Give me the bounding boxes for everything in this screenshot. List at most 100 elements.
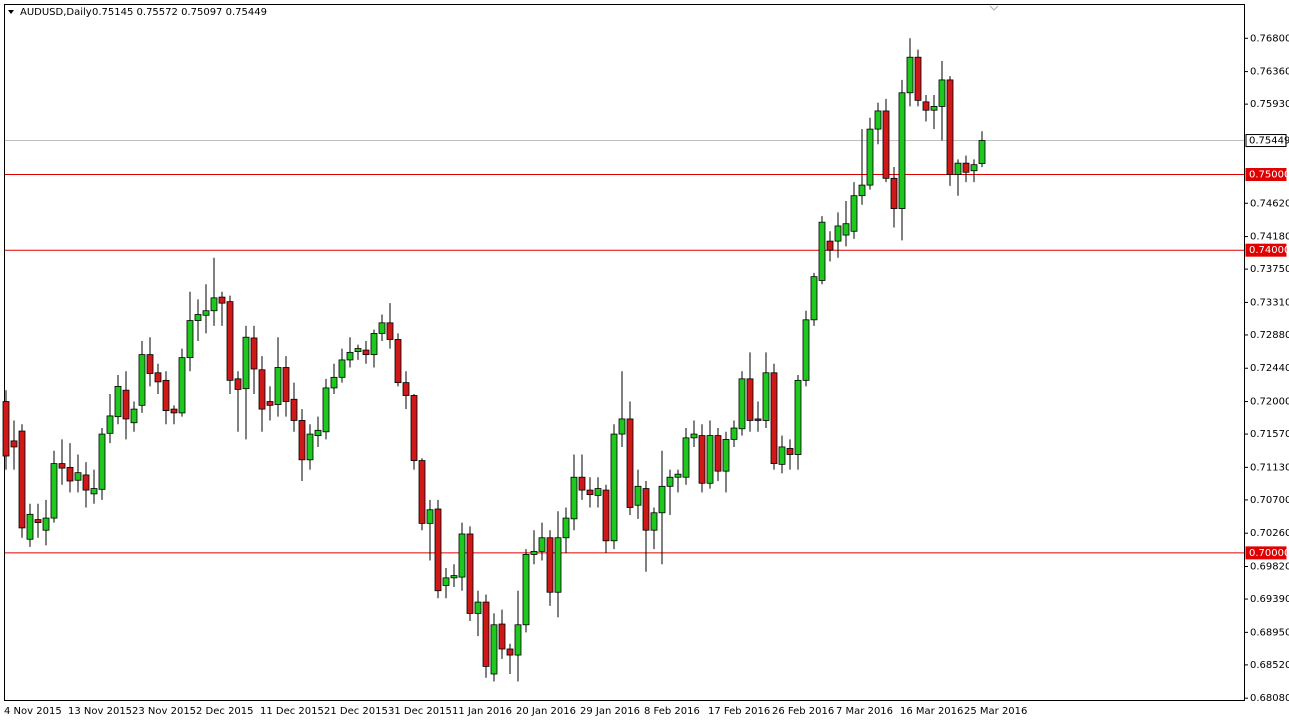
candle-body	[394, 339, 402, 384]
candle-body	[122, 389, 130, 420]
x-tick-label: 21 Dec 2015	[324, 706, 388, 717]
candle-body	[506, 648, 514, 656]
candle-body	[50, 463, 58, 519]
level-line-label-box	[1245, 243, 1287, 257]
y-tick-label: 0.68080	[1250, 693, 1289, 704]
y-tick-label: 0.70700	[1250, 495, 1289, 506]
candle-body	[346, 351, 354, 361]
y-tick-label: 0.74620	[1250, 198, 1289, 209]
candle-body	[842, 223, 850, 236]
candle-body	[554, 537, 562, 593]
candle-body	[146, 354, 154, 374]
candle-body	[282, 367, 290, 402]
candle-body	[538, 537, 546, 552]
candle-body	[98, 433, 106, 490]
candle-body	[10, 440, 18, 448]
candle-body	[74, 472, 82, 481]
y-tick-label: 0.72440	[1250, 363, 1289, 374]
candle-body	[802, 319, 810, 381]
candle-body	[826, 240, 834, 251]
candle-body	[890, 177, 898, 209]
candle-body	[666, 476, 674, 487]
candle-body	[794, 379, 802, 455]
candle-body	[442, 577, 450, 586]
candle-body	[618, 418, 626, 435]
candle-body	[130, 408, 138, 424]
candle-body	[674, 473, 682, 478]
x-tick-label: 29 Jan 2016	[580, 706, 640, 717]
candle-body	[562, 517, 570, 539]
candle-body	[898, 92, 906, 209]
candle-body	[258, 369, 266, 410]
candle-body	[338, 359, 346, 378]
candle-body	[426, 509, 434, 524]
candle-body	[138, 354, 146, 406]
candle-body	[610, 433, 618, 542]
plot-frame	[4, 4, 1245, 701]
x-tick-label: 7 Mar 2016	[836, 706, 893, 717]
level-line-label: 0.70000	[1249, 548, 1289, 559]
candle-body	[106, 415, 114, 434]
candle-body	[82, 474, 90, 491]
candle-body	[410, 395, 418, 461]
candle-body	[90, 488, 98, 495]
candle-body	[418, 460, 426, 524]
candle-body	[698, 435, 706, 484]
candle-body	[770, 372, 778, 464]
candle-body	[642, 488, 650, 531]
y-tick-label: 0.70260	[1250, 528, 1289, 539]
candle-body	[570, 476, 578, 520]
candle-body	[938, 79, 946, 107]
candle-body	[386, 322, 394, 340]
x-tick-label: 26 Feb 2016	[772, 706, 834, 717]
y-tick-label: 0.72000	[1250, 397, 1289, 408]
candle-body	[370, 333, 378, 356]
candle-body	[818, 221, 826, 281]
y-tick-label: 0.73310	[1250, 297, 1289, 308]
candle-body	[922, 101, 930, 111]
candle-body	[706, 435, 714, 484]
candle-body	[434, 508, 442, 592]
candle-body	[602, 489, 610, 542]
candle-body	[634, 485, 642, 506]
candle-body	[274, 367, 282, 405]
candle-body	[18, 430, 26, 529]
x-tick-label: 11 Jan 2016	[452, 706, 512, 717]
candle-body	[178, 357, 186, 414]
candle-body	[754, 418, 762, 421]
price-line-label: 0.75449	[1249, 136, 1289, 147]
candle-body	[42, 517, 50, 531]
candle-body	[322, 387, 330, 433]
y-tick-label: 0.69390	[1250, 594, 1289, 605]
x-tick-label: 13 Nov 2015	[68, 706, 132, 717]
candle-body	[946, 79, 954, 175]
candle-body	[970, 164, 978, 172]
candle-body	[546, 537, 554, 593]
candle-body	[194, 314, 202, 321]
candle-body	[626, 418, 634, 508]
menu-arrow[interactable]	[8, 10, 14, 14]
level-line-label-box	[1245, 546, 1287, 560]
candle-body	[450, 575, 458, 579]
x-tick-label: 20 Jan 2016	[516, 706, 576, 717]
y-tick-label: 0.75930	[1250, 99, 1289, 110]
y-tick-label: 0.68520	[1250, 660, 1289, 671]
candle-body	[298, 420, 306, 461]
candle-body	[978, 140, 986, 164]
y-tick-label: 0.74180	[1250, 232, 1289, 243]
candle-body	[170, 408, 178, 414]
candle-body	[762, 372, 770, 421]
candle-body	[210, 297, 218, 312]
candle-body	[378, 322, 386, 334]
candle-body	[226, 301, 234, 381]
y-tick-label: 0.73750	[1250, 264, 1289, 275]
candle-body	[594, 488, 602, 496]
x-tick-label: 31 Dec 2015	[388, 706, 452, 717]
candle-body	[162, 379, 170, 412]
level-line-label: 0.74000	[1249, 245, 1289, 256]
chart-title: AUDUSD,Daily	[20, 7, 92, 18]
y-tick-label: 0.76800	[1250, 33, 1289, 44]
candle-body	[810, 276, 818, 321]
candle-body	[402, 382, 410, 396]
